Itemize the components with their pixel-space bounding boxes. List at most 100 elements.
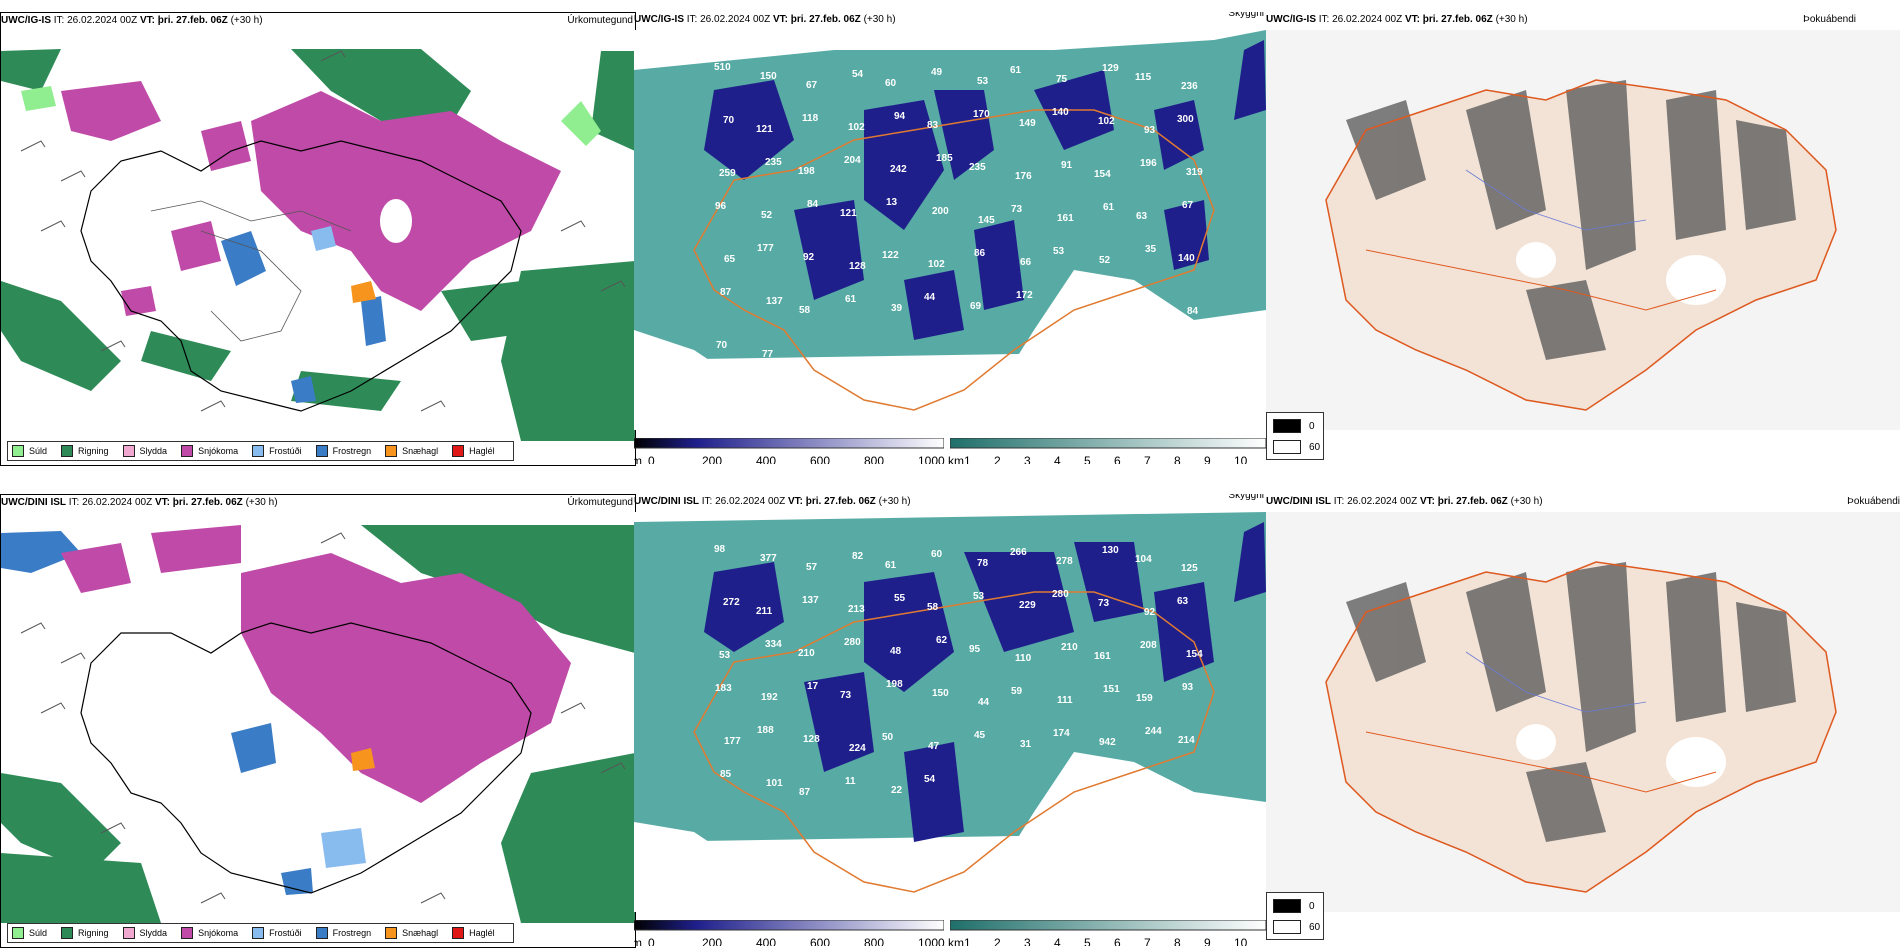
panel-title: Úrkomutegund <box>567 15 633 26</box>
map-value-label: 75 <box>1056 74 1068 85</box>
map-value-label: 84 <box>807 199 819 210</box>
legend-label: Rigning <box>78 928 109 938</box>
colorbar-tick: 400 <box>756 454 777 464</box>
cloudbase-colorbar-swatches <box>634 437 945 449</box>
map-value-label: 61 <box>885 560 897 571</box>
valid-label: VT: <box>139 15 155 26</box>
init-time: IT: 26.02.2024 00Z <box>701 496 786 507</box>
map-value-label: 110 <box>1015 653 1032 664</box>
valid-time: þri. 27.feb. 06Z <box>805 496 876 507</box>
map-value-label: 39 <box>891 303 903 314</box>
colorbar-tick: 7 <box>1144 936 1151 946</box>
colorbar-tick: 8 <box>1174 454 1181 464</box>
legend-label: Haglél <box>469 928 495 938</box>
map-value-label: 150 <box>932 688 949 699</box>
map-value-label: 242 <box>890 164 907 175</box>
map-value-label: 198 <box>886 679 903 690</box>
map-value-label: 22 <box>891 785 903 796</box>
panel-header: UWC/DINI ISL IT: 26.02.2024 00Z VT: þri.… <box>1 495 278 511</box>
legend-item: Haglél <box>452 445 495 457</box>
map-value-label: 121 <box>840 208 857 219</box>
map-value-label: 54 <box>924 774 936 785</box>
map-value-label: 151 <box>1103 684 1120 695</box>
colorbar-unit: m <box>634 936 642 946</box>
legend-label: Slydda <box>139 446 168 456</box>
fog-legend-swatch-white <box>1273 440 1301 454</box>
map-value-label: 17 <box>807 681 819 692</box>
legend-label: Slydda <box>139 928 168 938</box>
colorbar-unit: km <box>948 936 964 946</box>
cloudbase-colorbar: m 0 200 400 600 800 1000 <box>634 919 945 946</box>
lead-time: (+30 h) <box>1510 496 1543 507</box>
legend-label: Rigning <box>78 446 109 456</box>
map-value-label: 93 <box>1144 125 1156 136</box>
map-value-label: 82 <box>852 551 864 562</box>
model-name: UWC/IG-IS <box>634 14 684 25</box>
valid-label: VT: <box>154 497 170 508</box>
map-value-label: 174 <box>1053 728 1070 739</box>
map-value-label: 278 <box>1056 556 1073 567</box>
map-value-label: 63 <box>1177 596 1189 607</box>
map-value-label: 130 <box>1102 545 1119 556</box>
map-value-label: 87 <box>799 787 811 798</box>
fog-indicator-map <box>1266 512 1900 912</box>
colorbar-tick: 3 <box>1024 936 1031 946</box>
map-value-label: 84 <box>1187 306 1199 317</box>
map-value-label: 83 <box>927 120 939 131</box>
colorbar-tick: 10 <box>1234 454 1248 464</box>
panel-header: UWC/IG-IS IT: 26.02.2024 00Z VT: þri. 27… <box>1 13 263 29</box>
map-value-label: 319 <box>1186 167 1203 178</box>
legend-item: Rigning <box>61 927 109 939</box>
fog-legend-swatch-black <box>1273 899 1301 913</box>
colorbar-tick: 5 <box>1084 454 1091 464</box>
panel-header: UWC/DINI ISL IT: 26.02.2024 00Z VT: þri.… <box>634 494 911 510</box>
map-value-label: 86 <box>974 248 986 259</box>
panel-title: Skyggni <box>1228 12 1264 19</box>
fog-legend: 0 60 <box>1266 412 1324 460</box>
panel-header: UWC/IG-IS IT: 26.02.2024 00Z VT: þri. 27… <box>634 12 896 28</box>
map-value-label: 73 <box>1011 204 1023 215</box>
map-value-label: 78 <box>977 558 989 569</box>
map-value-label: 244 <box>1145 726 1162 737</box>
legend-item: Frostregn <box>315 927 372 939</box>
map-value-label: 145 <box>978 215 995 226</box>
colorbar-tick: 1 <box>964 454 971 464</box>
lead-time: (+30 h) <box>245 497 278 508</box>
legend-label: Frostregn <box>332 928 372 938</box>
model-name: UWC/DINI ISL <box>1 497 66 508</box>
map-value-label: 31 <box>1020 739 1032 750</box>
legend-swatch <box>385 445 398 457</box>
map-value-label: 102 <box>1098 116 1115 127</box>
valid-label: VT: <box>787 496 803 507</box>
map-value-label: 150 <box>760 71 777 82</box>
map-value-label: 60 <box>931 549 943 560</box>
precip-legend: Súld Rigning Slydda Snjókoma Frostúði Frostre… <box>7 923 514 943</box>
lead-time: (+30 h) <box>230 15 263 26</box>
legend-item: Súld <box>12 445 47 457</box>
valid-time: þri. 27.feb. 06Z <box>1422 14 1493 25</box>
colorbar-tick: 2 <box>994 454 1001 464</box>
legend-swatch <box>315 445 328 457</box>
map-value-label: 67 <box>1182 200 1194 211</box>
lead-time: (+30 h) <box>878 496 911 507</box>
legend-item: Frostúði <box>252 445 302 457</box>
map-value-label: 98 <box>714 544 726 555</box>
colorbar-unit: km <box>948 454 964 464</box>
legend-item: Snæhagl <box>385 927 438 939</box>
init-time: IT: 26.02.2024 00Z <box>1318 14 1403 25</box>
map-value-label: 204 <box>844 155 861 166</box>
map-value-label: 159 <box>1136 693 1153 704</box>
map-value-label: 177 <box>724 736 741 747</box>
map-value-label: 57 <box>806 562 818 573</box>
map-value-label: 272 <box>723 597 740 608</box>
map-value-label: 66 <box>1020 257 1032 268</box>
init-time: IT: 26.02.2024 00Z <box>686 14 771 25</box>
map-value-label: 121 <box>756 124 773 135</box>
map-value-label: 44 <box>924 292 936 303</box>
valid-time: þri. 27.feb. 06Z <box>172 497 243 508</box>
legend-swatch <box>122 927 135 939</box>
colorbar-unit: m <box>634 454 642 464</box>
fog-legend-label: 60 <box>1309 921 1321 933</box>
valid-time: þri. 27.feb. 06Z <box>790 14 861 25</box>
precip-legend: Súld Rigning Slydda Snjókoma Frostúði Frostre… <box>7 441 514 461</box>
